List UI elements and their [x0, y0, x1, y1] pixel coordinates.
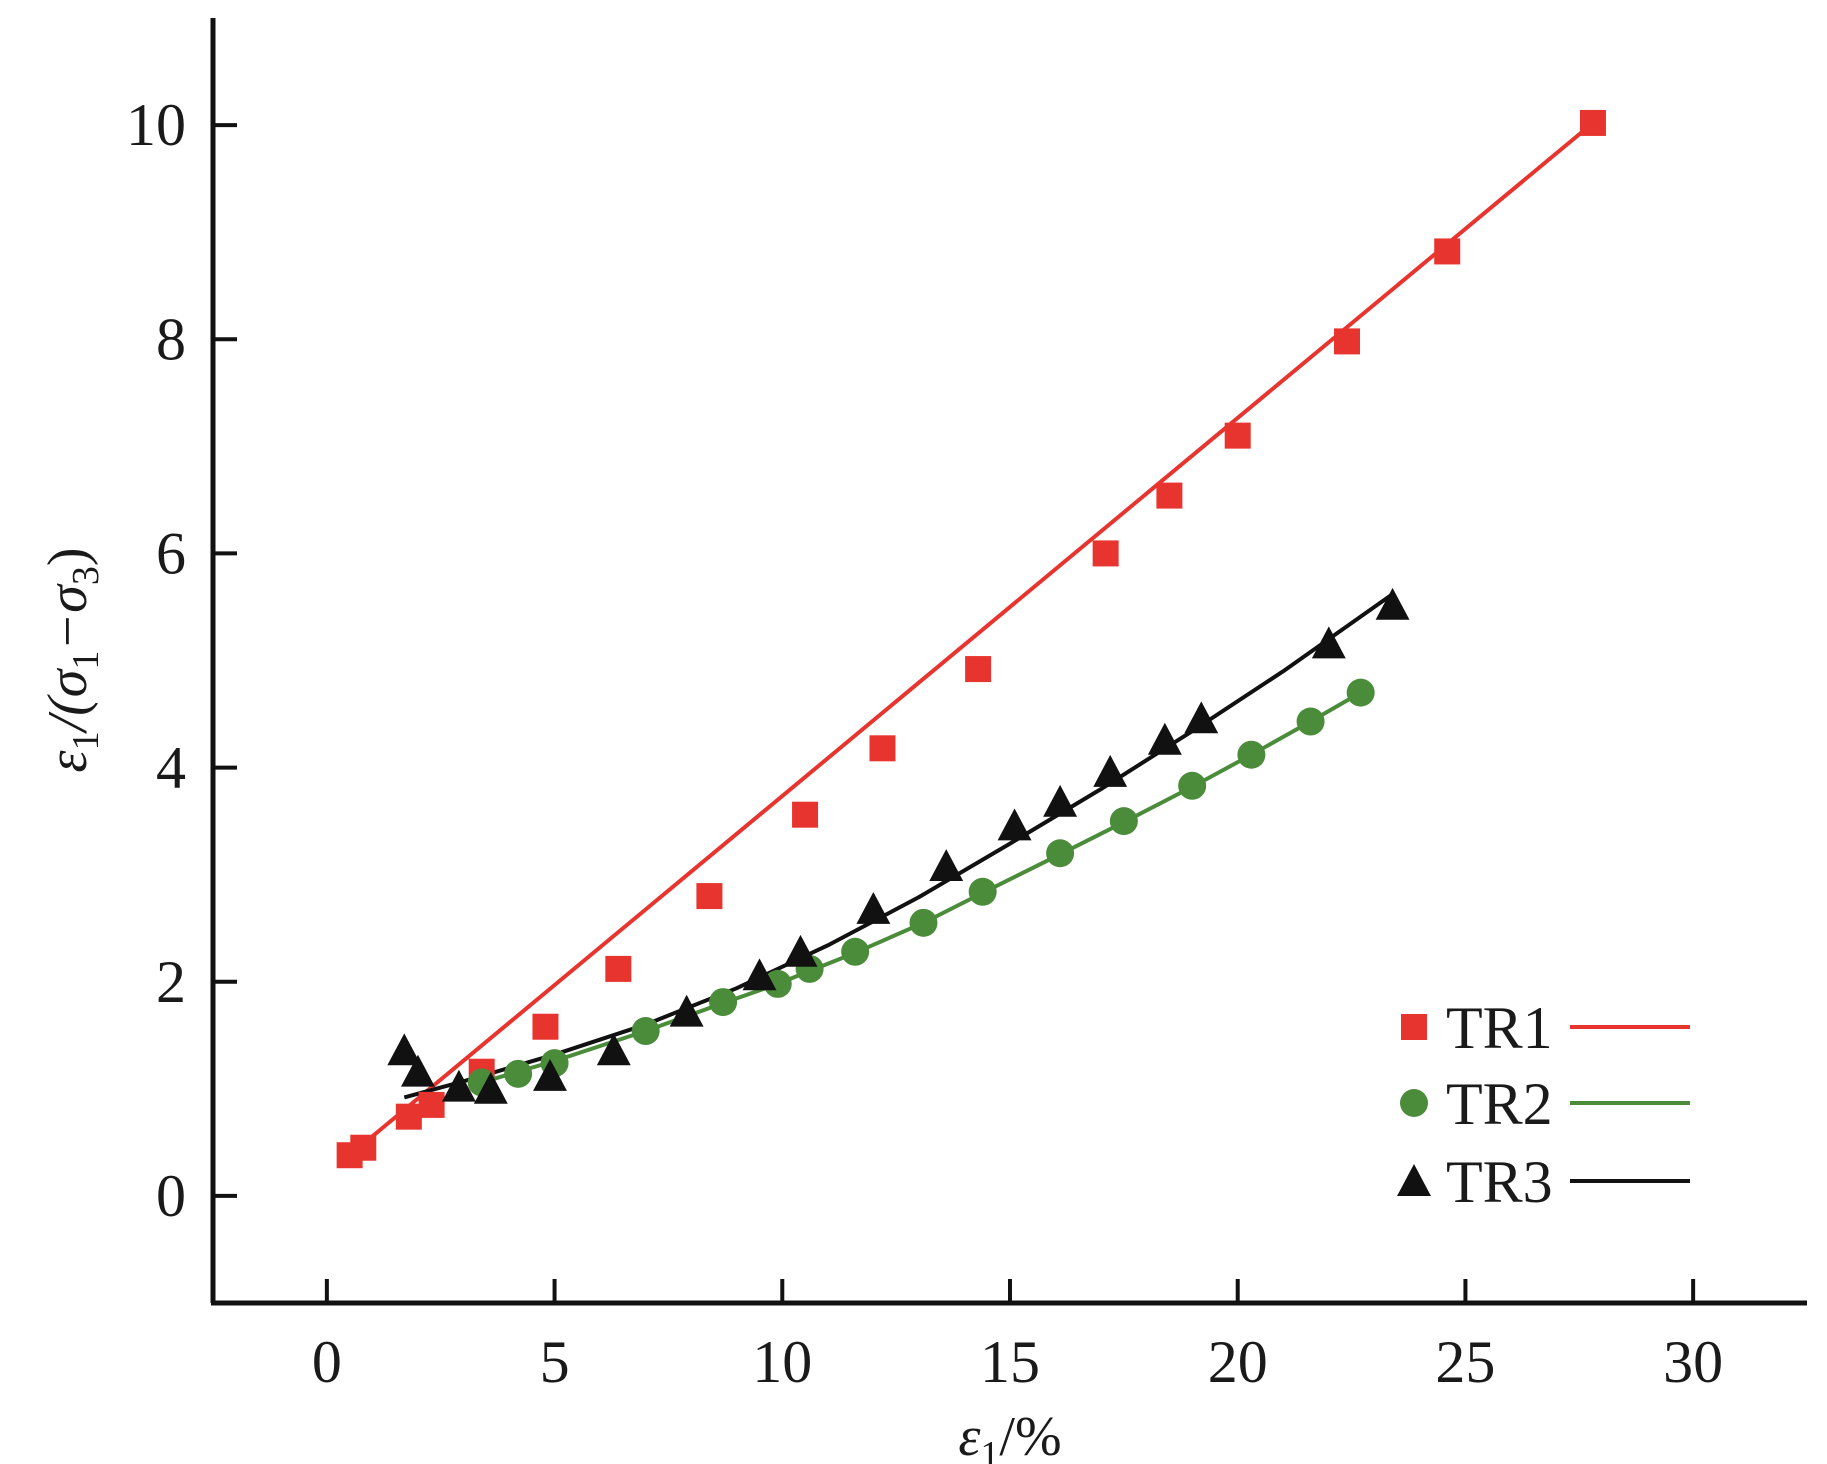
y-axis-title: ε1/(σ1−σ3)	[37, 548, 107, 773]
x-tick-label: 5	[540, 1329, 570, 1395]
tr1-point	[532, 1013, 559, 1040]
x-tick-label: 25	[1435, 1329, 1495, 1395]
tr3-point	[997, 808, 1032, 841]
y-tick-label: 6	[156, 520, 186, 586]
tr1-point	[965, 656, 992, 683]
tr2-point	[631, 1017, 660, 1046]
tr3-point	[1043, 784, 1078, 817]
y-tick-label: 0	[156, 1163, 186, 1229]
tr3-point	[742, 958, 777, 991]
x-tick-label: 30	[1663, 1329, 1723, 1395]
x-tick-label: 20	[1208, 1329, 1268, 1395]
tr3-point	[400, 1054, 435, 1087]
tr3-point	[1184, 701, 1219, 734]
tr3-point	[387, 1033, 422, 1066]
tr3-point	[1375, 587, 1410, 620]
tr2-point	[1109, 807, 1138, 836]
y-tick-label: 4	[156, 735, 186, 801]
tr2-legend-label: TR2	[1446, 1071, 1553, 1137]
tr1-point	[1579, 109, 1606, 136]
tr2-point	[1046, 839, 1075, 868]
x-tick-label: 15	[980, 1329, 1040, 1395]
axes	[210, 18, 1807, 1306]
tr2-point	[841, 937, 870, 966]
y-ticks: 0 2 4 6 8 10	[126, 92, 237, 1229]
x-tick-label: 10	[752, 1329, 812, 1395]
tr1-point	[395, 1103, 422, 1130]
x-axis-title: ε1/%	[958, 1406, 1061, 1464]
tr3-point	[783, 934, 818, 967]
tr1-point	[350, 1134, 377, 1161]
tr3-point	[441, 1069, 476, 1102]
tr3-legend-marker	[1397, 1164, 1431, 1196]
x-ticks: 0 5 10 15 20 25 30	[312, 1279, 1723, 1395]
tr2-point	[709, 988, 738, 1017]
y-tick-label: 10	[126, 92, 186, 158]
tr1-point	[792, 801, 819, 828]
tr2-point	[1346, 678, 1375, 707]
tr2-fit-line	[481, 690, 1362, 1085]
tr3-legend-label: TR3	[1446, 1149, 1553, 1215]
tr1-point	[869, 735, 896, 762]
tr1-legend-marker	[1401, 1014, 1427, 1040]
tr3-point	[929, 849, 964, 882]
tr1-point	[605, 955, 632, 982]
tr2-point	[1178, 771, 1207, 800]
tr2-point	[909, 908, 938, 937]
legend: TR1 TR2 TR3	[1397, 995, 1690, 1215]
tr3-point	[856, 891, 891, 924]
tr3-point	[1147, 722, 1182, 755]
tr3-point	[669, 994, 704, 1027]
tr1-point	[1092, 540, 1119, 567]
tr2-point	[968, 877, 997, 906]
tr2-point	[504, 1059, 533, 1088]
tr3-point	[473, 1071, 508, 1104]
y-tick-label: 2	[156, 949, 186, 1015]
y-tick-label: 8	[156, 306, 186, 372]
tr3-point	[1311, 626, 1346, 659]
tr3-point	[1093, 754, 1128, 787]
tr1-point	[1156, 482, 1183, 509]
fit-lines	[348, 121, 1595, 1157]
tr3-point	[533, 1059, 567, 1091]
tr1-legend-label: TR1	[1446, 995, 1553, 1061]
tr1-point	[1224, 422, 1251, 449]
tr1-point	[1334, 328, 1361, 355]
x-tick-label: 0	[312, 1329, 342, 1395]
tr3-point	[596, 1033, 631, 1066]
tr1-fit-line	[348, 121, 1595, 1157]
tr2-point	[763, 969, 792, 998]
tr2-point	[1237, 740, 1266, 769]
tr2-legend-marker	[1400, 1089, 1428, 1117]
tr1-point	[1434, 238, 1461, 265]
data-markers	[336, 109, 1606, 1169]
tr2-point	[1296, 707, 1325, 736]
tr1-point	[696, 883, 723, 910]
tr1-point	[418, 1091, 445, 1118]
